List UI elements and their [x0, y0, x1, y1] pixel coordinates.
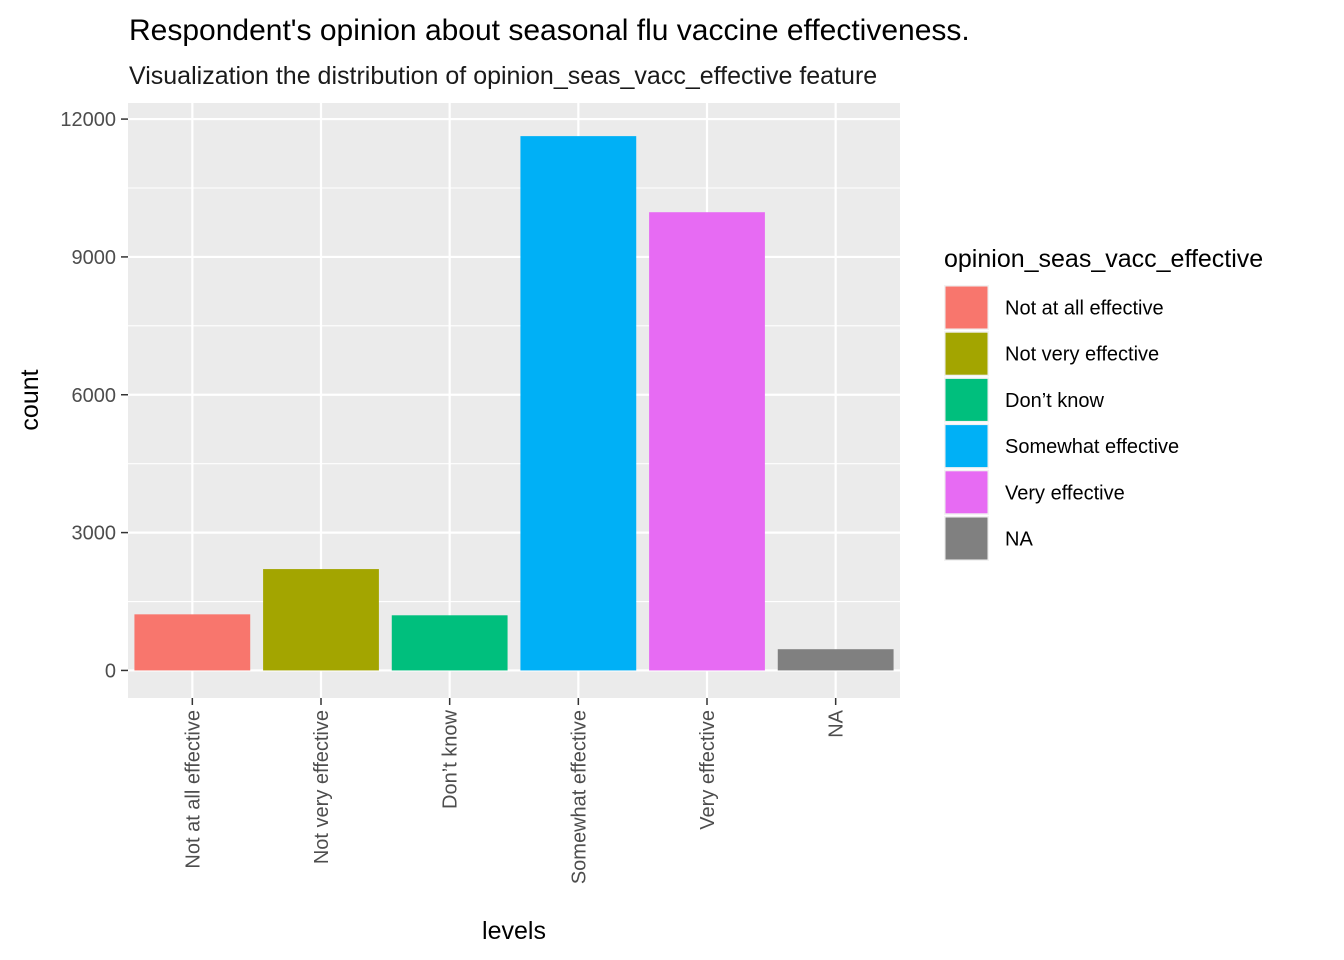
- legend-key: [945, 425, 988, 468]
- y-tick-label: 3000: [72, 523, 117, 545]
- legend-key: [945, 286, 988, 329]
- x-tick-label: Very effective: [697, 710, 719, 830]
- x-tick-label: Somewhat effective: [568, 710, 590, 884]
- legend-label: Very effective: [1005, 482, 1125, 504]
- legend-label: NA: [1005, 529, 1033, 551]
- legend-key: [945, 378, 988, 421]
- chart-subtitle: Visualization the distribution of opinio…: [129, 62, 877, 90]
- legend-label: Not at all effective: [1005, 298, 1164, 320]
- legend-label: Don’t know: [1005, 390, 1104, 412]
- bar: [777, 649, 894, 671]
- y-axis-title: count: [16, 369, 44, 430]
- x-axis: Not at all effective Not very effective Do…: [182, 698, 848, 884]
- legend: opinion_seas_vacc_effective Not at all e…: [944, 245, 1263, 561]
- x-axis-title: levels: [482, 917, 546, 945]
- legend-title: opinion_seas_vacc_effective: [944, 245, 1263, 273]
- x-tick-label: Not at all effective: [182, 710, 204, 869]
- chart-title: Respondent's opinion about seasonal flu …: [129, 14, 970, 47]
- legend-key: [945, 517, 988, 560]
- y-tick-label: 0: [105, 660, 116, 682]
- legend-key: [945, 332, 988, 375]
- y-tick-label: 9000: [72, 247, 117, 269]
- y-tick-label: 12000: [60, 109, 116, 131]
- x-tick-label: Not very effective: [311, 710, 333, 864]
- legend-key: [945, 471, 988, 514]
- bar: [649, 212, 765, 671]
- legend-label: Somewhat effective: [1005, 436, 1179, 458]
- y-tick-label: 6000: [72, 385, 117, 407]
- plot-panel: [128, 103, 900, 698]
- y-axis: 0 3000 6000 9000 12000: [60, 109, 128, 682]
- bar: [263, 569, 379, 671]
- legend-label: Not very effective: [1005, 344, 1159, 366]
- x-tick-label: Don’t know: [440, 709, 462, 808]
- bars: [134, 136, 894, 671]
- bar: [520, 136, 637, 671]
- bar: [391, 615, 508, 671]
- bar: [134, 614, 251, 671]
- x-tick-label: NA: [826, 709, 848, 737]
